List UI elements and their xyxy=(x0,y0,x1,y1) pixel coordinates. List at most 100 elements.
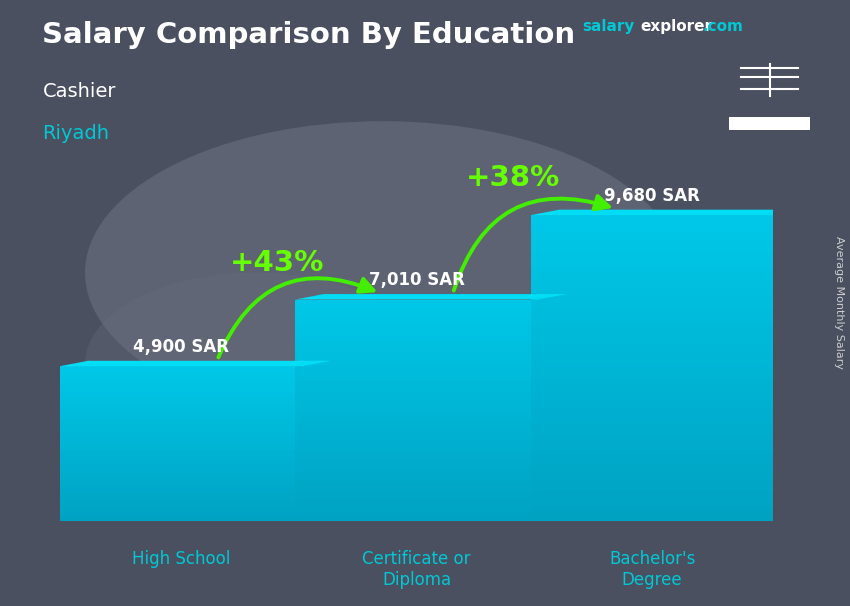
Polygon shape xyxy=(530,302,774,307)
Polygon shape xyxy=(60,467,303,470)
Polygon shape xyxy=(295,466,538,470)
Polygon shape xyxy=(295,473,538,477)
Polygon shape xyxy=(295,507,538,510)
Polygon shape xyxy=(295,381,538,384)
Text: +43%: +43% xyxy=(230,249,325,278)
Polygon shape xyxy=(530,353,774,358)
Polygon shape xyxy=(530,394,774,399)
Text: High School: High School xyxy=(132,550,230,568)
Polygon shape xyxy=(60,413,303,415)
Polygon shape xyxy=(60,478,303,480)
Polygon shape xyxy=(295,344,538,348)
Polygon shape xyxy=(295,484,538,488)
Polygon shape xyxy=(530,435,774,439)
Polygon shape xyxy=(60,436,303,439)
Polygon shape xyxy=(530,368,774,373)
Polygon shape xyxy=(295,436,538,440)
Polygon shape xyxy=(530,317,774,322)
Polygon shape xyxy=(530,307,774,312)
Polygon shape xyxy=(295,495,538,499)
Text: Cashier: Cashier xyxy=(42,82,116,101)
Polygon shape xyxy=(530,338,774,342)
Polygon shape xyxy=(60,415,303,418)
Polygon shape xyxy=(295,294,566,299)
Polygon shape xyxy=(530,460,774,465)
Polygon shape xyxy=(530,363,774,368)
Polygon shape xyxy=(530,312,774,317)
Polygon shape xyxy=(530,384,774,388)
Polygon shape xyxy=(295,503,538,507)
Polygon shape xyxy=(295,458,538,462)
Polygon shape xyxy=(60,425,303,428)
Polygon shape xyxy=(60,490,303,493)
Polygon shape xyxy=(295,340,538,344)
Polygon shape xyxy=(295,325,538,329)
Polygon shape xyxy=(60,503,303,505)
Polygon shape xyxy=(60,482,303,485)
Polygon shape xyxy=(60,392,303,395)
Polygon shape xyxy=(295,351,538,355)
Text: +38%: +38% xyxy=(466,164,560,192)
Polygon shape xyxy=(60,384,303,387)
Polygon shape xyxy=(530,445,774,450)
Polygon shape xyxy=(530,266,774,271)
Polygon shape xyxy=(774,210,802,521)
Polygon shape xyxy=(530,429,774,435)
Polygon shape xyxy=(295,440,538,444)
Polygon shape xyxy=(60,516,303,519)
Polygon shape xyxy=(60,454,303,456)
Text: Bachelor's
Degree: Bachelor's Degree xyxy=(609,550,695,589)
Polygon shape xyxy=(530,388,774,394)
Polygon shape xyxy=(538,294,566,521)
Polygon shape xyxy=(530,342,774,348)
Polygon shape xyxy=(60,369,303,371)
Polygon shape xyxy=(295,392,538,396)
Polygon shape xyxy=(295,303,538,307)
Text: Certificate or
Diploma: Certificate or Diploma xyxy=(362,550,471,589)
Polygon shape xyxy=(295,451,538,454)
Polygon shape xyxy=(295,421,538,425)
FancyArrowPatch shape xyxy=(218,278,373,358)
Polygon shape xyxy=(530,256,774,261)
Polygon shape xyxy=(60,366,303,369)
Polygon shape xyxy=(295,433,538,436)
Polygon shape xyxy=(60,488,303,490)
Polygon shape xyxy=(530,414,774,419)
Polygon shape xyxy=(60,480,303,482)
Polygon shape xyxy=(530,455,774,460)
Polygon shape xyxy=(60,493,303,495)
Polygon shape xyxy=(295,518,538,521)
Polygon shape xyxy=(295,388,538,392)
Polygon shape xyxy=(295,396,538,399)
Polygon shape xyxy=(60,513,303,516)
Polygon shape xyxy=(60,449,303,451)
Polygon shape xyxy=(295,514,538,518)
Polygon shape xyxy=(295,414,538,418)
Polygon shape xyxy=(60,474,303,478)
Polygon shape xyxy=(295,377,538,381)
Polygon shape xyxy=(530,501,774,506)
Text: .com: .com xyxy=(703,19,744,35)
Polygon shape xyxy=(530,439,774,445)
FancyArrowPatch shape xyxy=(454,196,609,290)
Polygon shape xyxy=(60,501,303,503)
Polygon shape xyxy=(60,423,303,425)
Polygon shape xyxy=(295,348,538,351)
Polygon shape xyxy=(530,215,774,220)
Polygon shape xyxy=(60,382,303,384)
Polygon shape xyxy=(530,271,774,276)
Text: explorer: explorer xyxy=(640,19,712,35)
Text: salary: salary xyxy=(582,19,635,35)
Polygon shape xyxy=(60,371,303,374)
Polygon shape xyxy=(295,510,538,514)
Polygon shape xyxy=(530,470,774,475)
Ellipse shape xyxy=(85,273,425,454)
Polygon shape xyxy=(295,399,538,403)
Polygon shape xyxy=(530,236,774,241)
Polygon shape xyxy=(60,408,303,410)
Polygon shape xyxy=(530,291,774,297)
Polygon shape xyxy=(60,456,303,459)
Polygon shape xyxy=(530,511,774,516)
Polygon shape xyxy=(295,488,538,491)
Polygon shape xyxy=(530,373,774,378)
